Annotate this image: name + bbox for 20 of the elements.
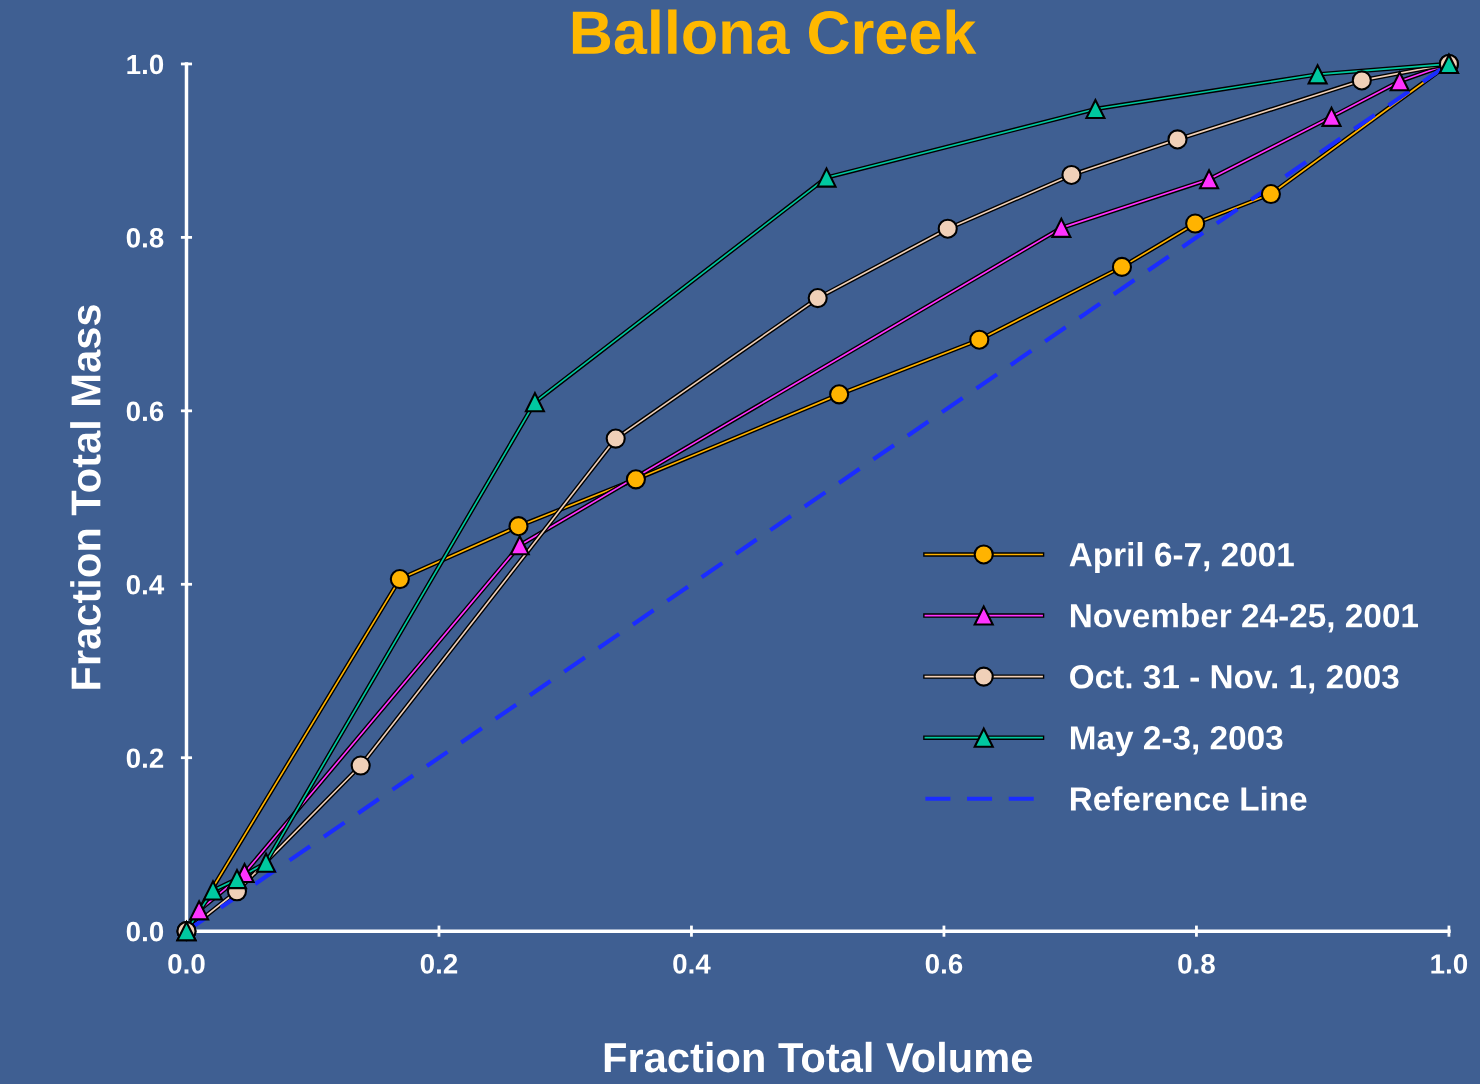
x-axis-title: Fraction Total Volume — [604, 1041, 1032, 1073]
x-tick-label: 1.0 — [1431, 954, 1468, 974]
x-tick-label: 0.8 — [1178, 954, 1215, 974]
x-tick-label: 0.0 — [168, 954, 205, 974]
y-tick-label: 0.8 — [126, 228, 164, 248]
y-tick-label: 0.2 — [126, 748, 164, 769]
y-axis-title: Fraction Total Mass — [70, 305, 101, 689]
legend-label: Oct. 31 - Nov. 1, 2003 — [1070, 665, 1399, 694]
chart-title: Ballona Creek — [572, 9, 977, 55]
y-tick-label: 0.0 — [126, 921, 164, 942]
y-tick-label: 0.4 — [126, 574, 165, 595]
legend-label: November 24-25, 2001 — [1070, 603, 1419, 633]
legend-label: Reference Line — [1070, 786, 1307, 811]
x-tick-label: 0.4 — [673, 954, 711, 974]
x-tick-label: 0.2 — [420, 954, 458, 974]
legend-label: May 2-3, 2003 — [1070, 726, 1283, 757]
x-tick-label: 0.6 — [925, 954, 963, 974]
y-tick-label: 1.0 — [127, 54, 164, 75]
legend-label: April 6-7, 2001 — [1069, 541, 1294, 574]
y-tick-label: 0.6 — [126, 401, 164, 422]
